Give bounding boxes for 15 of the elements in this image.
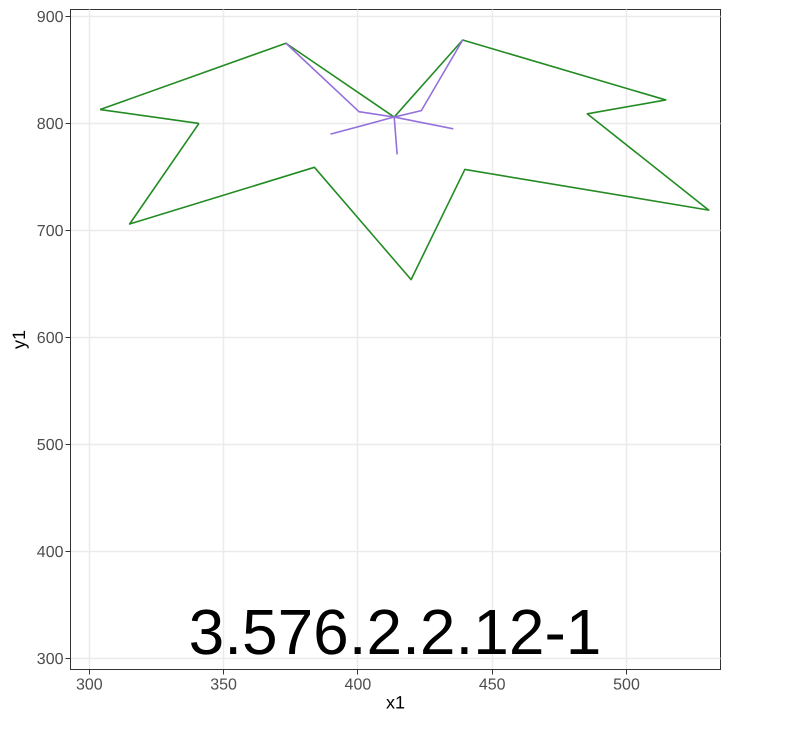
y-tick-label: 300 [36,650,64,668]
y-axis-title: y1 [8,330,29,350]
x-tick-label: 400 [344,676,372,694]
x-axis-title: x1 [386,692,406,712]
x-tick-label: 450 [478,676,506,694]
x-tick-label: 500 [613,676,640,694]
x-tick-label: 300 [76,676,103,694]
y-tick-label: 700 [36,222,64,240]
y-tick-label: 500 [36,436,64,454]
y-tick-label: 600 [36,330,64,347]
annotation: 3.576.2.2.12-1 [188,596,602,668]
y-tick-label: 400 [36,544,64,561]
y-tick-label: 900 [36,8,64,26]
y-tick-label: 800 [36,116,64,133]
x-tick-label: 350 [210,676,238,694]
